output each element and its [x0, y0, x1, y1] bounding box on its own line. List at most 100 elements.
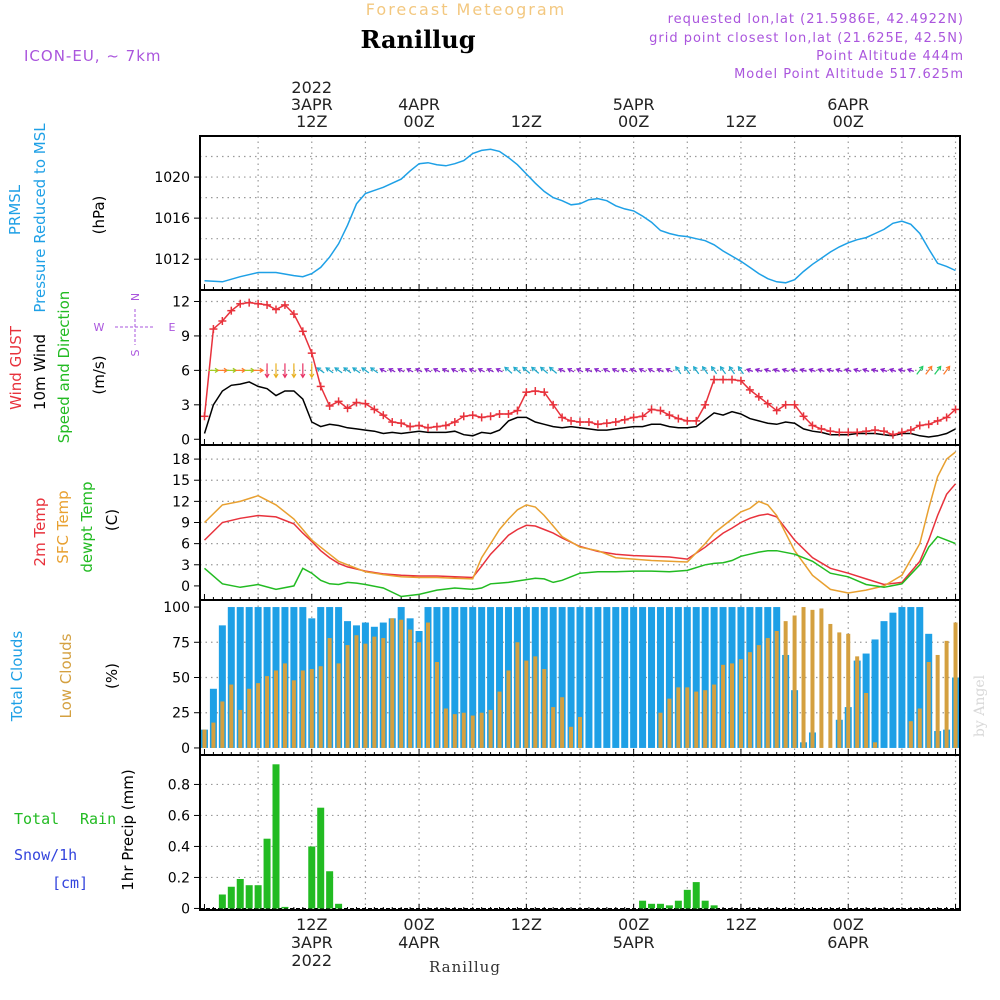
low-cloud-bar: [721, 664, 726, 748]
wind-direction-arrow: [656, 367, 664, 373]
low-cloud-bar: [578, 716, 582, 748]
arrow-head: [360, 367, 366, 372]
low-cloud-bar: [238, 709, 243, 748]
wind-direction-arrow: [379, 367, 387, 373]
panel-1: 1012 1016 1020: [154, 136, 960, 290]
bottom-time-label: 3APR: [291, 933, 333, 952]
arrow-head: [808, 367, 814, 373]
wind-direction-arrow: [486, 367, 494, 373]
precip-bar: [683, 889, 691, 909]
wind-direction-arrow: [799, 367, 807, 373]
wind-direction-arrow: [781, 367, 789, 373]
low-cloud-bar: [336, 663, 341, 748]
wind-direction-arrow: [513, 366, 522, 374]
low-cloud-bar: [873, 742, 878, 748]
wind-direction-arrow: [675, 365, 682, 375]
low-cloud-bar: [756, 645, 761, 748]
temp-unit-label: (C): [103, 509, 121, 531]
total-cloud-bar: [218, 625, 226, 748]
gust-marker: [701, 400, 710, 409]
precip-bar: [317, 807, 325, 909]
total-cloud-bar: [648, 607, 656, 748]
gust-marker: [951, 405, 960, 414]
arrow-shaft: [675, 366, 682, 375]
arrow-head: [441, 367, 447, 373]
arrow-head: [656, 367, 662, 373]
gust-marker: [567, 416, 576, 425]
top-time-label: 00Z: [403, 112, 434, 131]
low-cloud-bar: [372, 636, 377, 748]
low-cloud-bar: [300, 670, 305, 748]
arrow-head: [844, 367, 850, 373]
low-cloud-bar: [274, 670, 278, 748]
gust-marker: [477, 413, 486, 422]
low-cloud-bar: [703, 690, 708, 748]
arrow-head: [548, 366, 554, 372]
gust-marker: [924, 420, 933, 429]
arrow-shaft: [531, 366, 540, 374]
arrow-head: [325, 367, 331, 372]
model-altitude: Model Point Altitude 517.625m: [734, 67, 964, 82]
arrow-shaft: [934, 366, 942, 375]
arrow-head: [918, 365, 924, 371]
low-cloud-bar: [443, 708, 448, 748]
gust-marker: [736, 376, 745, 385]
total-cloud-bar: [254, 607, 262, 748]
total-cloud-bar: [558, 607, 566, 748]
arrow-head: [513, 366, 518, 372]
panel-5: 0 0.2 0.4 0.6 0.8: [168, 755, 960, 917]
arrow-head: [468, 367, 474, 373]
pressure-label: PRMSL: [6, 184, 24, 235]
wind-direction-label: Speed and Direction: [55, 291, 73, 444]
arrow-shaft: [334, 367, 343, 374]
gust-marker: [906, 426, 915, 435]
wind-direction-arrow: [325, 367, 334, 374]
gust-marker: [459, 412, 468, 421]
total-cloud-bar: [603, 607, 611, 748]
gust-marker: [665, 411, 674, 420]
gridpoint-coords: grid point closest lon,lat (21.625E, 42.…: [649, 31, 964, 46]
arrow-head: [486, 367, 492, 373]
model-label: ICON-EU, ~ 7km: [24, 47, 162, 65]
low-cloud-bar: [667, 698, 672, 748]
arrow-head: [602, 367, 608, 373]
total-cloud-bar: [692, 607, 700, 748]
precip-bar: [692, 882, 700, 909]
precip-total-label: Total: [14, 810, 59, 828]
compass-s-label: S: [129, 349, 142, 356]
low-cloud-bar: [944, 640, 949, 748]
total-cloud-bar: [683, 607, 691, 748]
wind-direction-arrow: [701, 365, 709, 375]
arrow-head: [665, 367, 671, 373]
arrow-head: [647, 367, 653, 373]
arrow-head: [300, 373, 306, 379]
wind-direction-arrow: [369, 367, 379, 374]
arrow-shaft: [702, 366, 709, 375]
arrow-head: [737, 365, 743, 371]
arrow-head: [945, 365, 951, 371]
arrow-head: [459, 367, 465, 373]
wind-direction-arrow: [495, 367, 503, 373]
low-cloud-bar: [774, 631, 779, 748]
low-cloud-bar: [935, 654, 940, 748]
low-cloud-bar: [327, 638, 332, 748]
gust-marker: [218, 317, 227, 325]
total-cloud-bar: [549, 607, 557, 748]
precip-bar: [656, 903, 664, 909]
wind-direction-arrow: [602, 367, 611, 373]
y-tick-label: 0.8: [168, 777, 190, 793]
wind-direction-arrow: [530, 366, 540, 374]
gust-marker: [862, 427, 871, 436]
gust-marker: [763, 399, 772, 408]
low-cloud-bar: [694, 691, 699, 748]
wind-direction-arrow: [548, 366, 558, 374]
low-cloud-bar: [926, 662, 931, 748]
bottom-time-label: 12Z: [296, 915, 327, 934]
arrow-head: [879, 367, 886, 373]
wind-direction-arrow: [888, 367, 897, 373]
y-tick-label: 1012: [154, 252, 190, 268]
precip-bar: [648, 903, 656, 909]
wind-direction-arrow: [273, 363, 279, 379]
arrow-head: [593, 367, 599, 373]
